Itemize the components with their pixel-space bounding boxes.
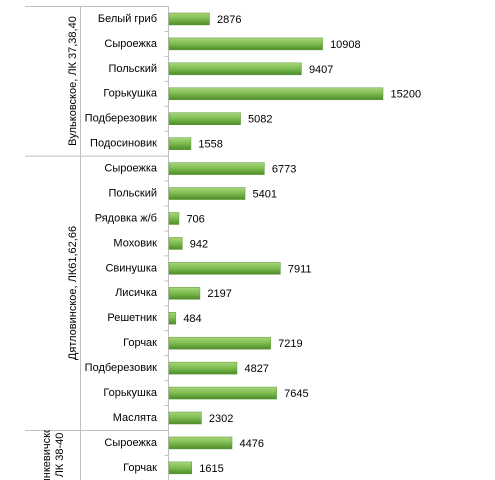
bar (168, 187, 246, 200)
value-label: 7645 (284, 388, 308, 400)
bar (168, 12, 210, 26)
category-label: Сыроежка (104, 38, 157, 50)
bar (168, 461, 192, 475)
bar (168, 361, 238, 375)
bar (168, 436, 233, 450)
value-label: 5082 (248, 114, 272, 126)
category-label: Польский (108, 187, 157, 199)
category-label: Сыроежка (104, 437, 157, 449)
value-label: 2197 (207, 288, 231, 300)
value-label: 15200 (391, 89, 422, 101)
value-label: 9407 (309, 64, 333, 76)
bar (168, 212, 180, 225)
bar (168, 336, 271, 350)
bar (168, 87, 384, 101)
value-label: 484 (183, 313, 201, 325)
bar (168, 386, 277, 400)
bar (168, 312, 177, 325)
value-label: 706 (186, 213, 204, 225)
value-label: 7911 (288, 263, 312, 275)
category-label: Моховик (113, 237, 157, 249)
value-label: 4827 (244, 363, 268, 375)
value-label: 1558 (198, 139, 222, 151)
category-label: Лисичка (115, 287, 158, 299)
group-label: Вульковское, ЛК 37,38,40 (67, 16, 79, 147)
bar (168, 287, 201, 300)
category-label: Рядовка ж/б (95, 212, 157, 224)
bar (168, 411, 202, 425)
bar (168, 237, 183, 250)
category-label: Подосиновик (90, 138, 157, 150)
value-label: 6773 (272, 164, 296, 176)
bar (168, 37, 323, 51)
value-label: 2876 (217, 14, 241, 26)
value-label: 7219 (278, 338, 302, 350)
category-label: Горькушка (103, 387, 158, 399)
value-label: 10908 (330, 39, 361, 51)
bar (168, 112, 241, 125)
bar (168, 262, 281, 275)
group-label: Синкевичское, ЛК 38-40 (40, 430, 66, 480)
value-label: 2302 (209, 413, 233, 425)
category-label: Горчак (123, 337, 157, 349)
category-label: Маслята (113, 412, 158, 424)
value-label: 1615 (199, 463, 223, 475)
value-label: 942 (190, 238, 208, 250)
bar (168, 162, 265, 175)
category-label: Решетник (107, 312, 157, 324)
value-label: 5401 (253, 188, 277, 200)
category-label: Свинушка (105, 262, 157, 274)
category-label: Горчак (123, 462, 157, 474)
bar (168, 62, 302, 76)
category-label: Белый гриб (98, 13, 157, 25)
value-label: 4476 (240, 438, 264, 450)
category-label: Подберезовик (85, 113, 158, 125)
category-label: Сыроежка (104, 163, 157, 175)
group-label: Дятловинское, ЛК61,62,66 (67, 226, 80, 361)
category-label: Польский (108, 63, 157, 75)
category-label: Горькушка (103, 88, 158, 100)
bar (168, 137, 192, 150)
category-label: Подберезовик (85, 362, 158, 374)
